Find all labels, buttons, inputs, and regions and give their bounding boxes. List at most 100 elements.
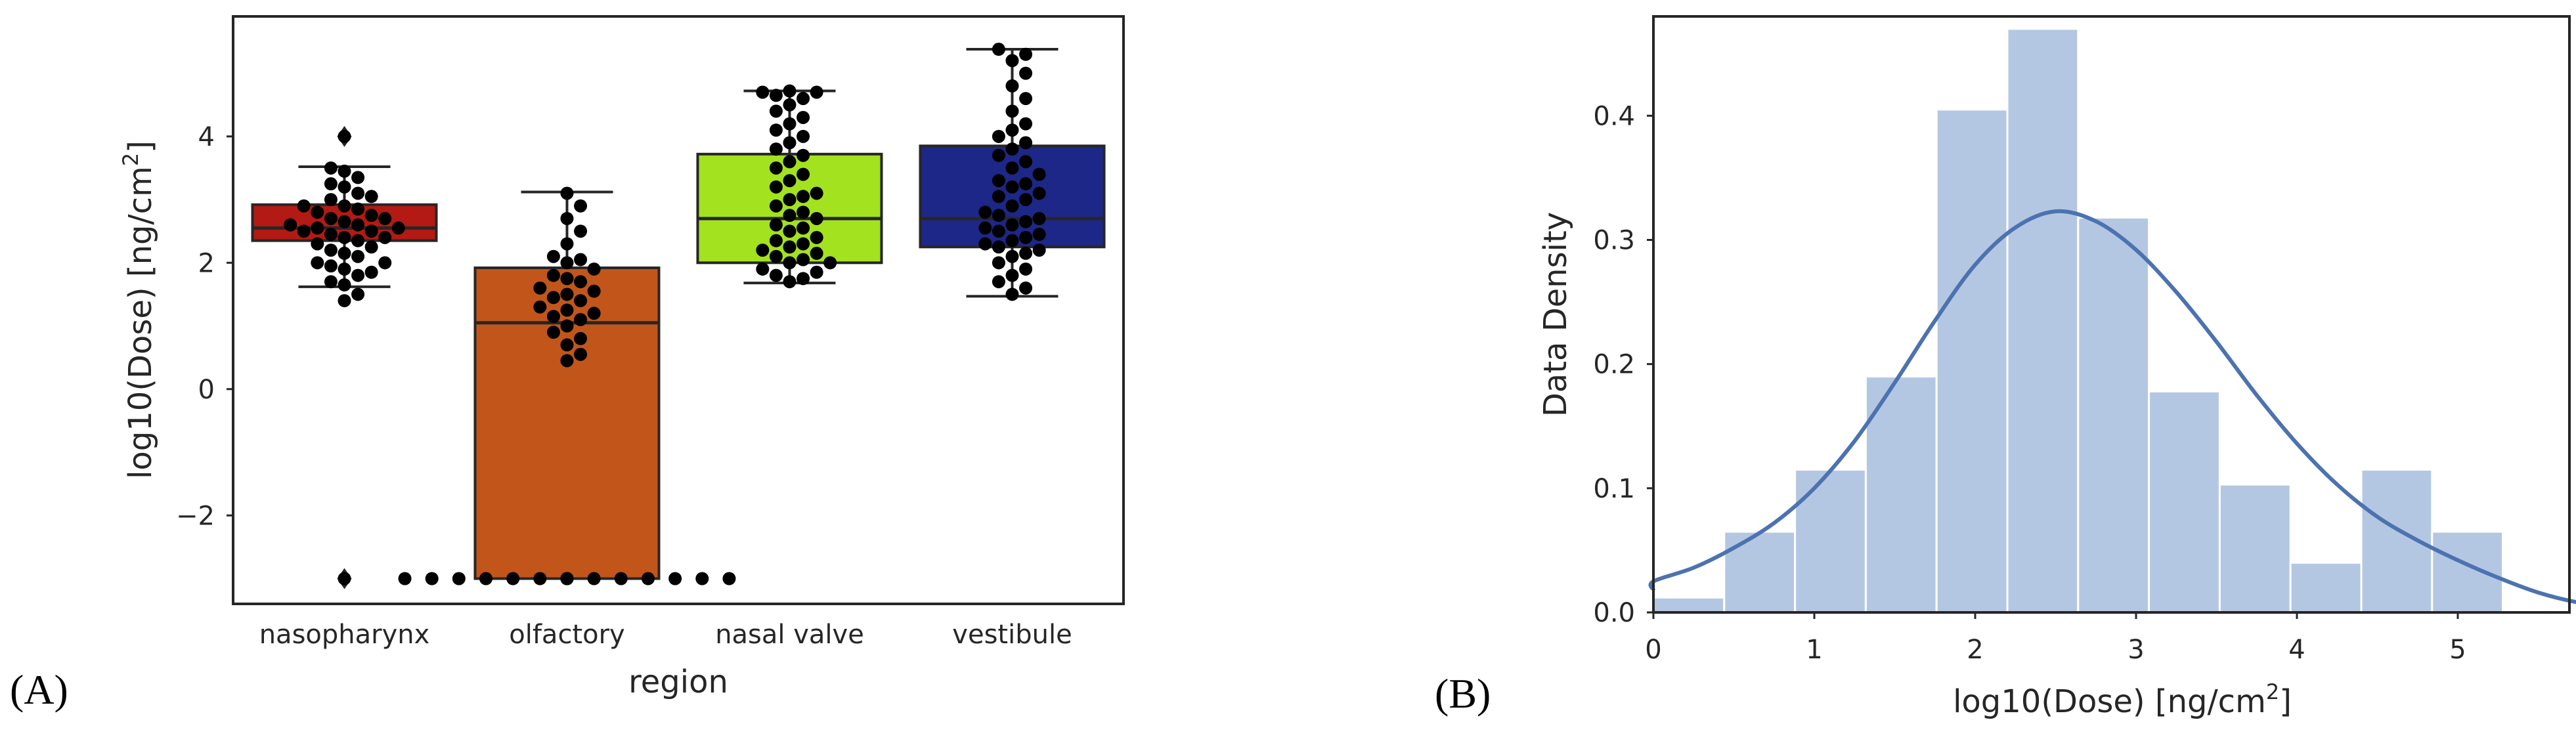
data-point xyxy=(324,259,338,273)
data-point xyxy=(823,256,837,270)
data-point xyxy=(614,572,628,585)
swarm-nasal-valve xyxy=(756,84,837,289)
histogram-bar xyxy=(1864,375,1938,614)
data-point xyxy=(1019,281,1033,295)
data-point xyxy=(769,123,783,137)
panel-label-b: (B) xyxy=(1435,670,1491,717)
data-point xyxy=(668,572,682,585)
panel-b-y-axis-label: Data Density xyxy=(1537,212,1574,417)
data-point xyxy=(756,85,770,99)
data-point xyxy=(1019,66,1033,80)
data-point xyxy=(533,572,547,585)
data-point xyxy=(574,312,588,326)
data-point xyxy=(978,205,992,219)
data-point xyxy=(324,177,338,191)
data-point xyxy=(756,244,770,257)
data-point xyxy=(1032,167,1046,181)
data-point xyxy=(560,319,574,333)
data-point xyxy=(364,209,378,223)
data-point xyxy=(797,253,810,266)
data-point xyxy=(364,190,378,203)
data-point xyxy=(378,256,392,270)
histogram-bar xyxy=(2148,390,2221,614)
data-point xyxy=(574,331,588,345)
y-tick-label: −2 xyxy=(176,501,215,531)
data-point xyxy=(1005,161,1019,175)
data-point xyxy=(587,284,601,298)
data-point xyxy=(546,249,560,263)
data-point xyxy=(783,256,797,270)
x-tick-label: 0 xyxy=(1645,635,1661,665)
data-point xyxy=(546,326,560,339)
data-point xyxy=(560,186,574,200)
x-tick-label: 2 xyxy=(1967,635,1983,665)
data-point xyxy=(338,164,351,178)
data-point xyxy=(1005,79,1019,93)
data-point xyxy=(1005,234,1019,247)
panel-a-plot-area xyxy=(232,15,1125,605)
data-point xyxy=(324,244,338,257)
data-point xyxy=(783,84,797,98)
data-point xyxy=(797,129,810,143)
histogram-bar xyxy=(1794,468,1867,614)
x-tick-label: nasopharynx xyxy=(259,620,430,650)
histogram-bar xyxy=(2289,561,2363,614)
data-point xyxy=(783,136,797,150)
y-tick-label: 0 xyxy=(198,375,215,405)
data-point xyxy=(574,275,588,289)
data-point xyxy=(560,211,574,225)
x-tick-label: 1 xyxy=(1806,635,1822,665)
data-point xyxy=(560,256,574,270)
panel-a-y-axis-label-superscript: 2 xyxy=(118,153,143,166)
data-point xyxy=(810,85,823,99)
data-point xyxy=(810,265,823,279)
data-point xyxy=(769,104,783,118)
data-point xyxy=(351,171,365,184)
data-point xyxy=(810,246,823,260)
panel-b: 0.00.10.20.30.4 01234567 log10(Dose) [ng… xyxy=(1537,15,2576,720)
data-point xyxy=(1019,215,1033,228)
data-point xyxy=(769,161,783,175)
panel-label-a: (A) xyxy=(10,666,68,713)
data-point xyxy=(1005,249,1019,263)
y-tick-label: 0.0 xyxy=(1593,598,1635,628)
data-point xyxy=(783,275,797,289)
x-tick-label: nasal valve xyxy=(715,620,864,650)
data-point xyxy=(297,224,311,238)
data-point xyxy=(769,180,783,194)
data-point xyxy=(1005,54,1019,68)
data-point xyxy=(506,572,520,585)
data-point xyxy=(769,218,783,232)
data-point xyxy=(546,310,560,324)
panel-a-boxes xyxy=(251,43,1106,589)
histogram-bar xyxy=(1723,530,1797,614)
data-point xyxy=(1005,287,1019,301)
data-point xyxy=(1032,244,1046,257)
data-point xyxy=(338,262,351,276)
panel-a-y-axis-label: log10(Dose) [ng/cm2] xyxy=(118,140,159,479)
panel-b-x-axis-label-close: ] xyxy=(2279,683,2292,720)
data-point xyxy=(560,338,574,352)
data-point xyxy=(1005,142,1019,156)
data-point xyxy=(338,129,351,143)
data-point xyxy=(783,224,797,238)
x-tick-label: 3 xyxy=(2128,635,2144,665)
data-point xyxy=(351,249,365,263)
data-point xyxy=(1019,117,1033,131)
panel-b-x-axis-label-superscript: 2 xyxy=(2266,679,2279,704)
data-point xyxy=(797,92,810,106)
data-point xyxy=(756,262,770,276)
data-point xyxy=(769,249,783,263)
panel-b-x-ticks: 01234567 xyxy=(1645,612,2466,665)
data-point xyxy=(351,234,365,247)
panel-a: −2 0 2 4 nasopharynx olfactory nasal valve ves… xyxy=(118,15,1125,700)
y-tick-label: 0.4 xyxy=(1593,101,1635,131)
data-point xyxy=(338,246,351,260)
data-point xyxy=(311,237,324,251)
data-point xyxy=(1019,155,1033,169)
data-point xyxy=(978,237,992,251)
data-point xyxy=(769,268,783,282)
data-point xyxy=(351,268,365,282)
data-point xyxy=(1005,268,1019,282)
data-point xyxy=(560,287,574,301)
